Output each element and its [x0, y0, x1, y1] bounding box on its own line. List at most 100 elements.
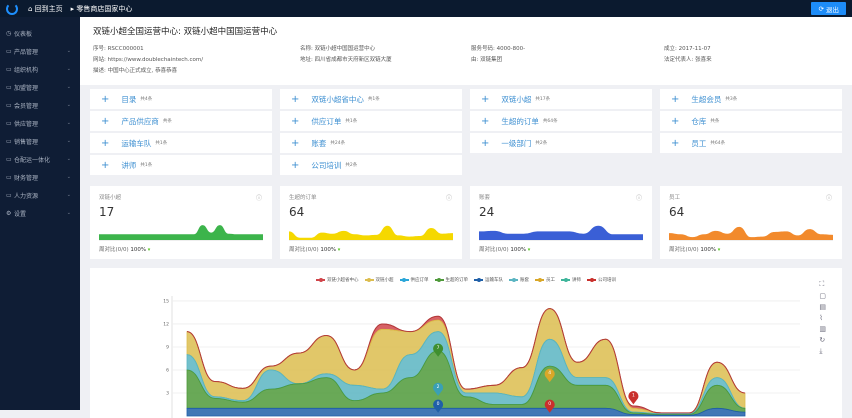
- plus-icon: +: [671, 93, 680, 105]
- legend-item[interactable]: 账套: [509, 277, 529, 283]
- sparkline: [479, 225, 643, 240]
- link-label: 仓库: [691, 116, 707, 126]
- link-count: 共24条: [330, 141, 346, 146]
- quick-link[interactable]: + 双链小超省中心 共1条: [280, 89, 462, 109]
- data-view-icon[interactable]: ▤: [819, 303, 826, 311]
- sidebar-item[interactable]: ▭ 产品管理 ⌄: [0, 42, 80, 60]
- info-icon[interactable]: ⓘ: [255, 195, 262, 202]
- crop-icon[interactable]: ⛶: [819, 280, 825, 288]
- legend-item[interactable]: 公司培训: [587, 277, 616, 283]
- legend-marker: [587, 278, 596, 282]
- sidebar-item[interactable]: ▭ 组织机构 ⌄: [0, 60, 80, 78]
- quick-link[interactable]: + 讲师 共1条: [90, 155, 272, 175]
- info-field[interactable]: 网站: https://www.doublechaintech.com/: [93, 57, 204, 63]
- sidebar-item-label: 仓配运一体化: [14, 156, 51, 164]
- folder-icon: ▭: [6, 137, 12, 145]
- chevron-down-icon: ⌄: [66, 192, 71, 198]
- home-label: 回到主页: [34, 4, 63, 13]
- legend-item[interactable]: 双链小超: [364, 277, 394, 283]
- legend-item[interactable]: 双链小超省中心: [316, 277, 359, 283]
- bar-chart-icon[interactable]: ▥: [819, 325, 826, 333]
- legend-item[interactable]: 员工: [535, 277, 555, 283]
- sidebar-item[interactable]: ▭ 供应管理 ⌄: [0, 114, 80, 132]
- y-tick-label: 15: [163, 298, 169, 304]
- info-icon[interactable]: ⓘ: [635, 195, 642, 202]
- legend-label: 公司培训: [598, 278, 616, 283]
- crop-reset-icon[interactable]: ▢: [819, 292, 826, 300]
- quick-link[interactable]: + 一级部门 共2条: [470, 133, 652, 153]
- link-count: 共64条: [542, 119, 558, 124]
- sidebar-item[interactable]: ▭ 会员管理 ⌄: [0, 96, 80, 114]
- mark-point[interactable]: 0: [433, 399, 444, 413]
- legend-item[interactable]: 讲师: [561, 277, 581, 283]
- mark-point-label: 0: [548, 401, 551, 407]
- compare-label: 周对比(0/0): [289, 247, 319, 253]
- crumb-label: 零售商店国家中心: [76, 4, 133, 13]
- mark-point[interactable]: 0: [544, 399, 555, 413]
- quick-link[interactable]: + 员工 共64条: [660, 133, 842, 153]
- sidebar-item[interactable]: ▭ 财务管理 ⌄: [0, 168, 80, 186]
- quick-link[interactable]: + 生超的订单 共64条: [470, 111, 652, 131]
- link-label: 员工: [691, 138, 707, 148]
- mark-point[interactable]: 7: [433, 343, 444, 357]
- caret-down-icon: ▾: [526, 247, 531, 253]
- sidebar-item[interactable]: ⚙ 设置 ⌄: [0, 204, 80, 222]
- info-icon[interactable]: ⓘ: [825, 195, 832, 202]
- line-chart-icon[interactable]: ⌇: [819, 314, 823, 322]
- quick-link[interactable]: + 供应订单 共1条: [280, 111, 462, 131]
- caret-down-icon: ▾: [336, 247, 341, 253]
- legend-item[interactable]: 运输车队: [474, 277, 503, 283]
- plus-icon: +: [481, 137, 490, 149]
- plus-icon: +: [101, 93, 110, 105]
- caret-down-icon: ▾: [716, 247, 721, 253]
- link-count: 共2条: [345, 163, 358, 168]
- sidebar-item[interactable]: ◷ 仪表板: [0, 24, 80, 42]
- plus-icon: +: [291, 137, 300, 149]
- stat-label: 生超的订单: [289, 195, 317, 201]
- folder-icon: ▭: [6, 173, 12, 181]
- home-link[interactable]: ⌂ 回到主页: [28, 4, 63, 13]
- restore-icon[interactable]: ↻: [819, 336, 826, 344]
- mark-point[interactable]: 2: [433, 382, 444, 396]
- mark-point[interactable]: 4: [544, 368, 555, 383]
- legend-marker: [364, 278, 374, 282]
- quick-link[interactable]: + 运输车队 共1条: [90, 133, 272, 153]
- sidebar-item[interactable]: ▭ 仓配运一体化 ⌄: [0, 150, 80, 168]
- download-icon[interactable]: ⤓: [819, 347, 823, 355]
- logout-button[interactable]: ⟳ 退出: [811, 2, 846, 15]
- stat-value: 64: [289, 205, 305, 219]
- link-label: 双链小超省中心: [311, 94, 364, 104]
- mark-point-label: 4: [548, 370, 551, 376]
- chevron-down-icon: ⌄: [66, 210, 71, 216]
- link-count: 共64条: [710, 141, 726, 146]
- quick-link[interactable]: + 公司培训 共2条: [280, 155, 462, 175]
- legend-label: 运输车队: [485, 278, 503, 283]
- quick-link[interactable]: + 产品供应商 共条: [90, 111, 272, 131]
- quick-link[interactable]: + 目录 共4条: [90, 89, 272, 109]
- info-icon[interactable]: ⓘ: [445, 195, 452, 202]
- stat-card: 生超的订单 ⓘ 64 周对比(0/0) 100% ▾: [280, 186, 462, 259]
- stat-footer: 周对比(0/0) 100% ▾: [669, 240, 833, 253]
- mark-point-label: 2: [437, 384, 440, 390]
- sidebar-item[interactable]: ▭ 人力资源 ⌄: [0, 186, 80, 204]
- legend-label: 供应订单: [410, 278, 429, 283]
- legend-item[interactable]: 供应订单: [399, 277, 429, 283]
- link-label: 目录: [121, 94, 137, 104]
- dashboard-icon: ◷: [6, 29, 12, 37]
- quick-link[interactable]: + 仓库 共条: [660, 111, 842, 131]
- sidebar-item-label: 销售管理: [14, 138, 39, 146]
- quick-link[interactable]: + 双链小超 共17条: [470, 89, 652, 109]
- plus-icon: +: [481, 93, 490, 105]
- legend-item[interactable]: 生超的订单: [434, 277, 468, 283]
- link-count: 共3条: [725, 97, 738, 102]
- legend-marker: [434, 278, 444, 282]
- legend-marker: [316, 278, 325, 282]
- quick-link[interactable]: + 账套 共24条: [280, 133, 462, 153]
- compare-percent: 100%: [510, 247, 527, 253]
- sidebar-item[interactable]: ▭ 销售管理 ⌄: [0, 132, 80, 150]
- mark-point[interactable]: 1: [628, 391, 639, 405]
- legend-label: 员工: [546, 278, 555, 283]
- logo-icon[interactable]: [6, 2, 18, 15]
- quick-link[interactable]: + 生超会员 共3条: [660, 89, 842, 109]
- sidebar-item[interactable]: ▭ 加盟管理 ⌄: [0, 78, 80, 96]
